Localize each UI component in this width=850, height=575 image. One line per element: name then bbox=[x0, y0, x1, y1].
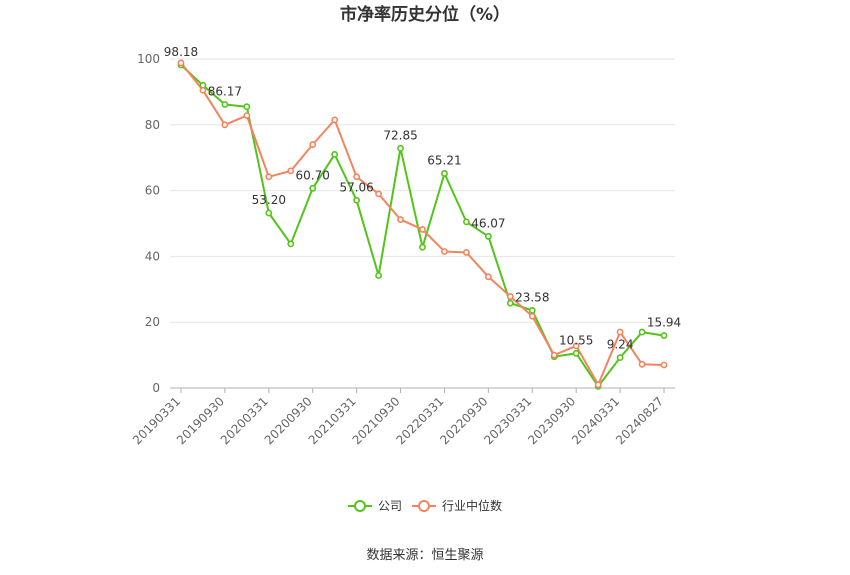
data-label-22: 15.94 bbox=[647, 316, 681, 330]
series-0-point-12 bbox=[441, 170, 448, 177]
series-1-point-21 bbox=[638, 360, 646, 368]
series-1-point-18 bbox=[572, 342, 580, 350]
data-label-4: 53.20 bbox=[252, 193, 286, 207]
data-label-18: 10.55 bbox=[559, 333, 593, 347]
series-0-point-2 bbox=[221, 101, 229, 108]
series-0-point-18 bbox=[572, 349, 580, 357]
grid-lines bbox=[170, 58, 675, 323]
series-1-point-20 bbox=[616, 328, 624, 336]
series-0-point-15 bbox=[506, 299, 514, 307]
axes: 0204060801002019033120190930202003312020… bbox=[130, 52, 675, 447]
source-note: 数据来源：恒生聚源 bbox=[366, 548, 483, 563]
data-labels: 98.18 86.17 53.20 60.70 57.06 72.85 65.21 46.07… bbox=[164, 45, 681, 352]
series-1-point-6 bbox=[309, 141, 317, 148]
data-label-2: 86.17 bbox=[208, 85, 242, 99]
data-label-12: 65.21 bbox=[427, 153, 461, 167]
legend-label-0: 公司 bbox=[378, 499, 402, 513]
series-0-point-6 bbox=[309, 184, 317, 192]
series-0-point-14 bbox=[484, 233, 492, 240]
series-1-point-15 bbox=[506, 293, 514, 300]
series-1-point-1 bbox=[199, 86, 207, 94]
data-label-14: 46.07 bbox=[471, 216, 505, 230]
series-0-point-11 bbox=[419, 243, 426, 251]
legend[interactable]: 公司 行业中位数 bbox=[348, 498, 502, 513]
y-tick-label-80: 80 bbox=[145, 118, 160, 132]
y-tick-label-40: 40 bbox=[145, 249, 160, 263]
legend-marker-0 bbox=[354, 500, 366, 512]
y-tick-label-60: 60 bbox=[145, 184, 160, 198]
series-layer bbox=[177, 59, 668, 390]
series-0-point-5 bbox=[287, 240, 295, 248]
y-tick-label-100: 100 bbox=[137, 52, 160, 66]
legend-item-0[interactable]: 公司 bbox=[348, 499, 402, 513]
series-1-point-10 bbox=[397, 216, 404, 223]
series-1-point-3 bbox=[243, 112, 251, 119]
data-label-10: 72.85 bbox=[383, 128, 417, 142]
data-label-20: 9.24 bbox=[607, 338, 634, 352]
series-1-point-0 bbox=[177, 59, 185, 67]
series-1-point-14 bbox=[484, 273, 492, 281]
series-0-point-9 bbox=[375, 272, 382, 279]
series-1-point-2 bbox=[221, 121, 229, 129]
series-1-point-12 bbox=[441, 248, 448, 255]
series-1-point-5 bbox=[287, 167, 295, 175]
data-label-0: 98.18 bbox=[164, 45, 198, 59]
series-1-point-22 bbox=[660, 361, 668, 369]
series-1-point-19 bbox=[594, 381, 602, 389]
series-0-point-7 bbox=[331, 151, 339, 158]
series-1-point-11 bbox=[419, 226, 426, 233]
series-0-point-4 bbox=[265, 209, 273, 217]
data-label-8: 57.06 bbox=[339, 180, 373, 194]
data-label-16: 23.58 bbox=[515, 290, 549, 304]
series-0-point-10 bbox=[397, 144, 404, 152]
y-tick-label-0: 0 bbox=[152, 381, 160, 395]
series-1-point-9 bbox=[375, 190, 382, 198]
series-0-point-20 bbox=[616, 354, 624, 362]
series-1-point-4 bbox=[265, 173, 273, 181]
data-label-6: 60.70 bbox=[296, 168, 330, 182]
series-1-point-7 bbox=[331, 116, 339, 124]
x-tick-label-20240827: 20240827 bbox=[613, 394, 666, 447]
chart-title: 市净率历史分位（%） bbox=[340, 4, 510, 25]
series-1-point-13 bbox=[463, 249, 470, 256]
legend-item-1[interactable]: 行业中位数 bbox=[412, 498, 502, 513]
series-0-point-13 bbox=[463, 218, 470, 226]
series-0-point-3 bbox=[243, 103, 251, 111]
series-0-point-21 bbox=[638, 328, 646, 336]
y-tick-label-20: 20 bbox=[145, 315, 160, 329]
series-0-point-8 bbox=[353, 196, 361, 204]
series-1-point-17 bbox=[550, 351, 558, 359]
series-1-point-16 bbox=[528, 312, 536, 320]
legend-marker-1 bbox=[418, 500, 430, 512]
series-0-point-16 bbox=[528, 307, 536, 314]
series-1-point-8 bbox=[353, 173, 361, 181]
series-0-point-22 bbox=[660, 332, 668, 339]
legend-label-1: 行业中位数 bbox=[442, 498, 502, 513]
